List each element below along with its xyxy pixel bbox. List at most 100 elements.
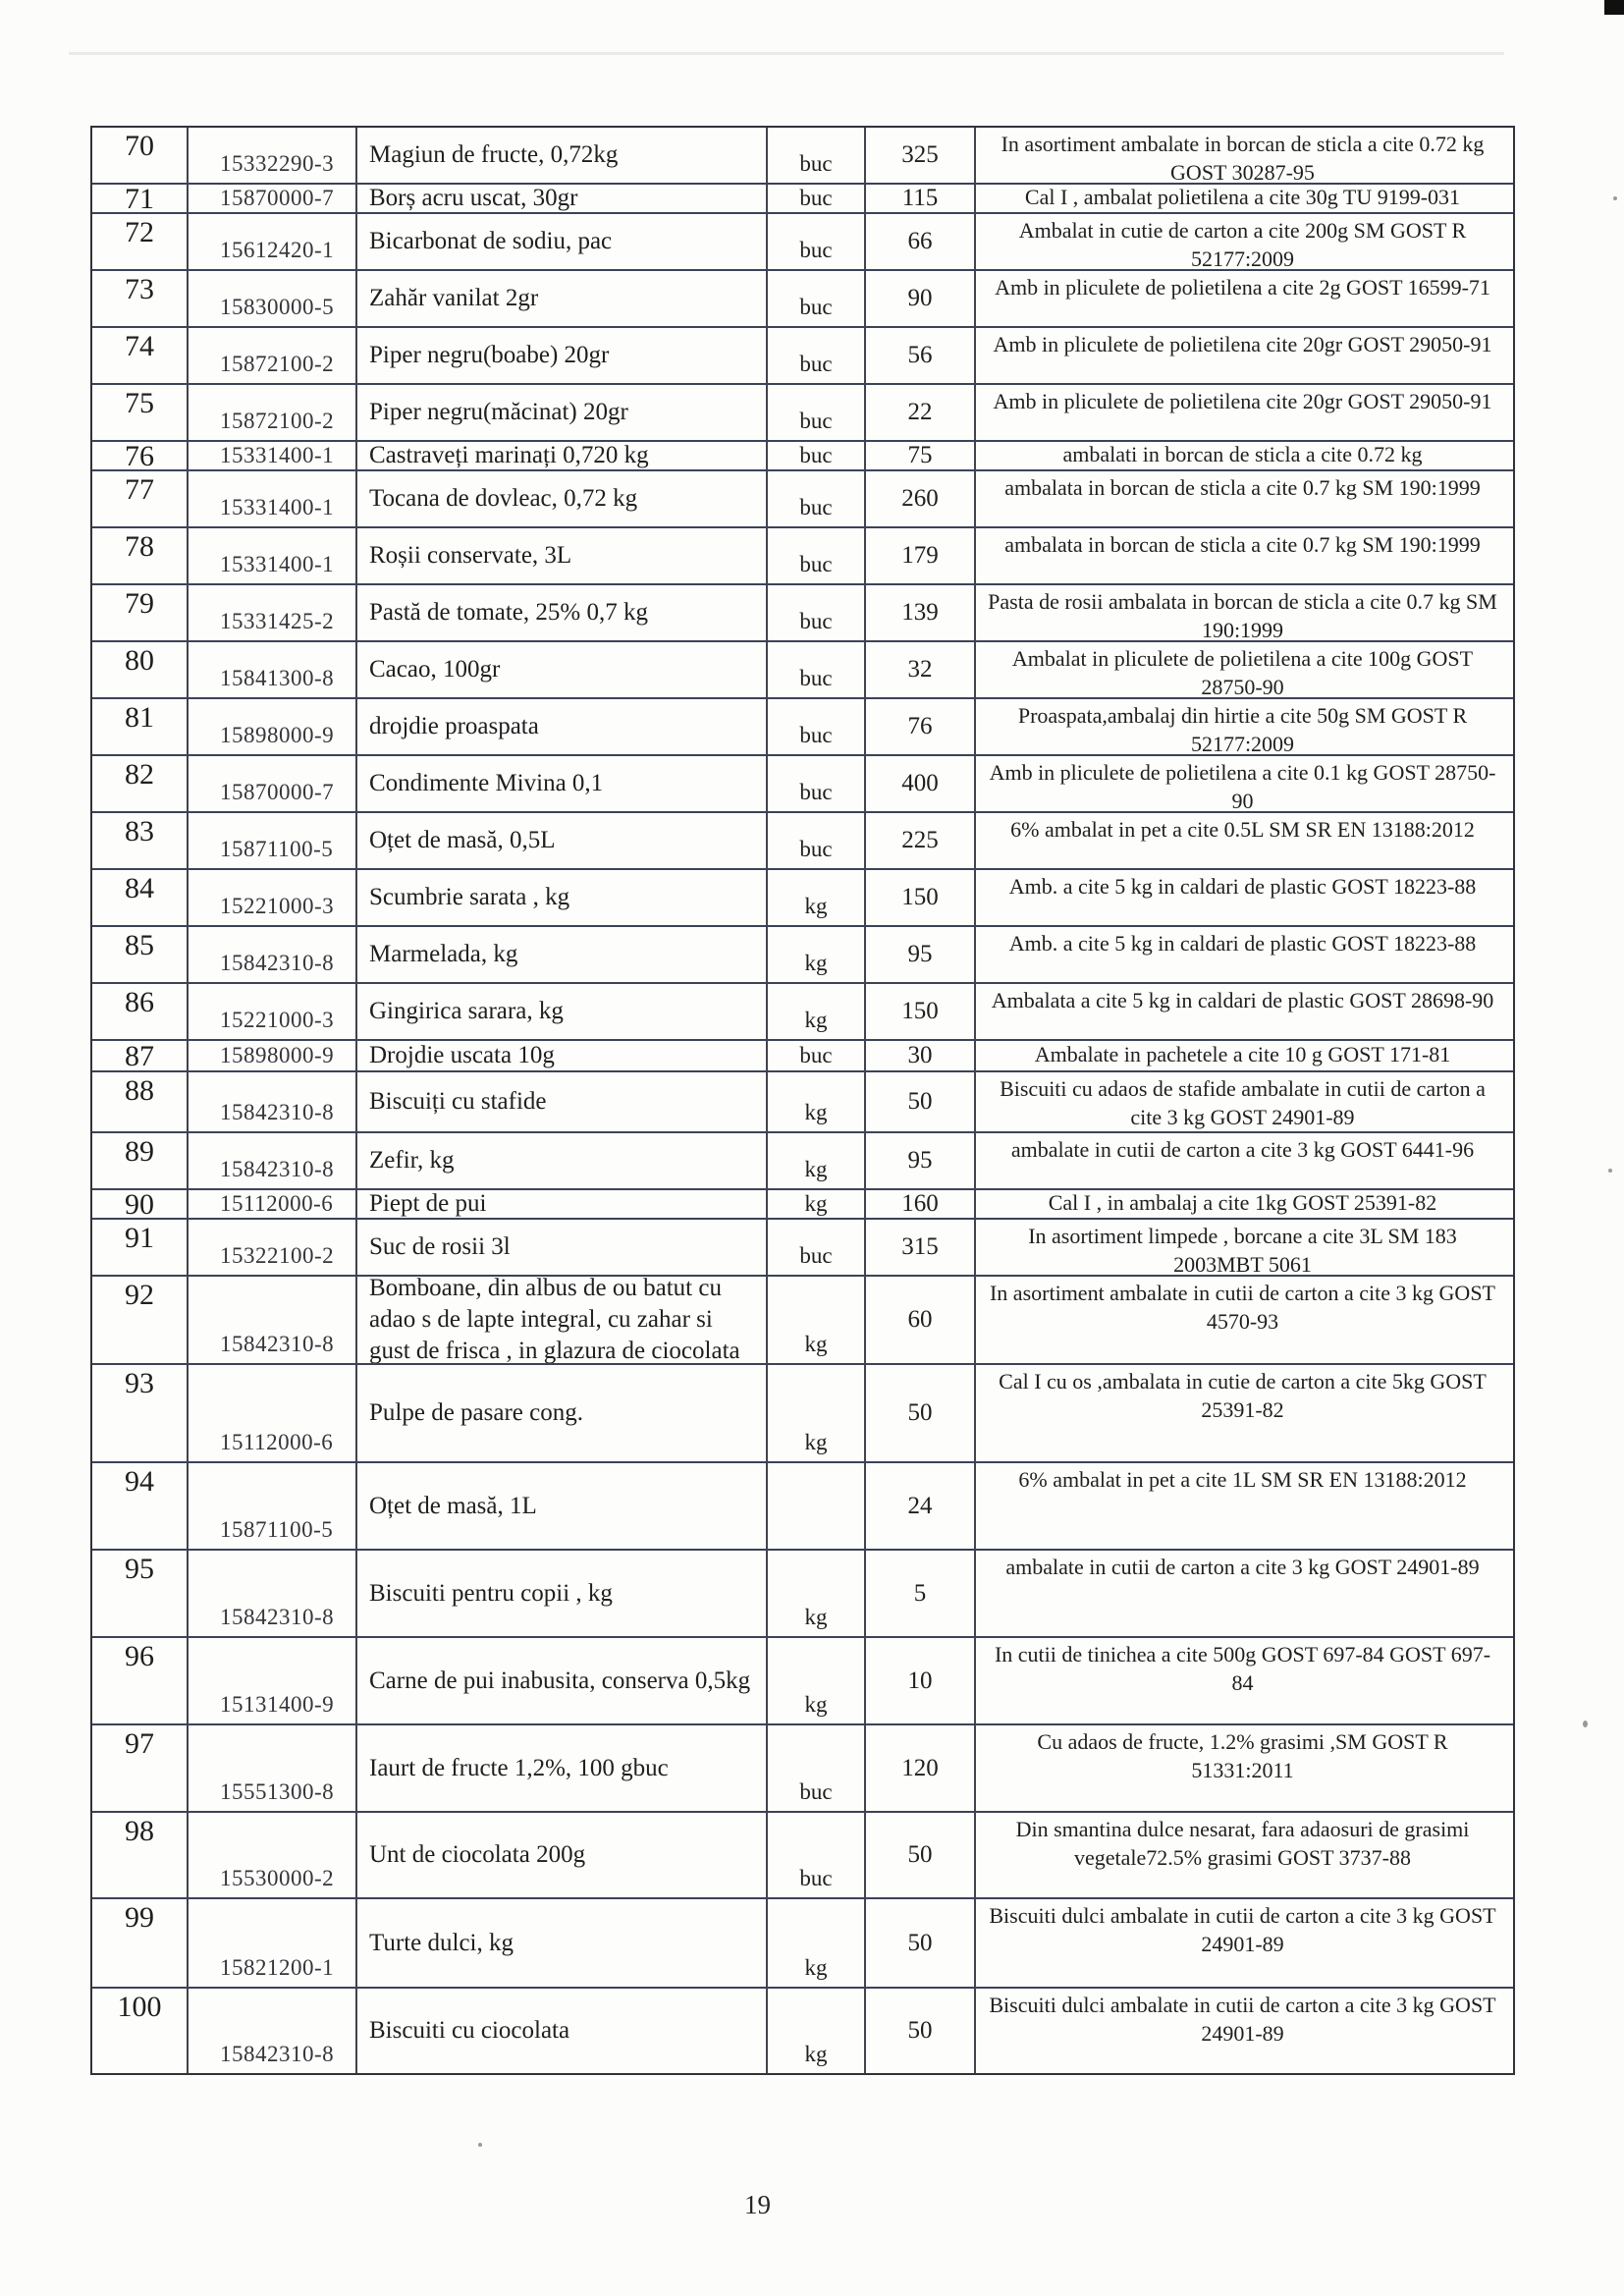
unit-of-measure: kg — [804, 1191, 828, 1216]
row-number: 80 — [125, 644, 154, 677]
row-number: 74 — [125, 330, 154, 362]
product-code: 15870000-7 — [220, 186, 335, 210]
packaging-description: Ambalat in cutie de carton a cite 200g S… — [1018, 218, 1467, 269]
table-row: 71 15870000-7 Borș acru uscat, 30gr buc 115 C… — [92, 185, 1513, 214]
product-code: 15842310-8 — [220, 951, 335, 975]
unit-of-measure: kg — [804, 894, 828, 918]
packaging-description: Amb. a cite 5 kg in caldari de plastic G… — [1008, 931, 1477, 956]
quantity-value: 95 — [907, 941, 933, 967]
product-code: 15322100-2 — [220, 1243, 335, 1268]
product-code: 15842310-8 — [220, 1605, 335, 1629]
row-number: 76 — [125, 442, 154, 469]
product-code: 15331425-2 — [220, 609, 335, 633]
packaging-description: Ambalat in pliculete de polietilena a ci… — [1011, 646, 1474, 697]
table-row: 70 15332290-3 Magiun de fructe, 0,72kg buc 3… — [92, 128, 1513, 185]
product-name: Oțet de masă, 1L — [369, 1492, 537, 1519]
row-number: 77 — [125, 473, 154, 506]
product-code: 15841300-8 — [220, 666, 335, 690]
unit-of-measure: buc — [799, 666, 833, 690]
row-number: 99 — [125, 1901, 154, 1934]
product-name: Castraveți marinați 0,720 kg — [369, 442, 649, 468]
packaging-description: In asortiment limpede , borcane a cite 3… — [1028, 1224, 1457, 1275]
product-name: drojdie proaspata — [369, 713, 539, 739]
quantity-value: 325 — [901, 141, 939, 168]
quantity-value: 50 — [907, 1841, 933, 1868]
product-code: 15872100-2 — [220, 409, 335, 433]
table-row: 87 15898000-9 Drojdie uscata 10g buc 30 Ambal… — [92, 1041, 1513, 1072]
packaging-description: ambalata in borcan de sticla a cite 0.7 … — [1004, 532, 1481, 557]
product-code: 15871100-5 — [220, 837, 334, 861]
scan-corner-artifact — [1604, 0, 1624, 15]
row-number: 78 — [125, 530, 154, 563]
quantity-value: 56 — [907, 342, 933, 368]
row-number: 82 — [125, 758, 154, 791]
quantity-value: 50 — [907, 1399, 933, 1426]
product-name: Drojdie uscata 10g — [369, 1042, 555, 1068]
scan-speck — [1608, 1169, 1612, 1173]
quantity-value: 66 — [907, 228, 933, 254]
table-row: 79 15331425-2 Pastă de tomate, 25% 0,7 kg b… — [92, 585, 1513, 642]
table-row: 95 15842310-8 Biscuiti pentru copii , kg kg… — [92, 1551, 1513, 1638]
product-code: 15898000-9 — [220, 723, 335, 747]
unit-of-measure: kg — [804, 1100, 828, 1124]
quantity-value: 315 — [901, 1233, 939, 1260]
unit-of-measure: buc — [799, 443, 833, 467]
table-row: 75 15872100-2 Piper negru(măcinat) 20gr buc… — [92, 385, 1513, 442]
table-row: 94 15871100-5 Oțet de masă, 1L 24 6% ambalat… — [92, 1463, 1513, 1551]
quantity-value: 150 — [901, 884, 939, 910]
unit-of-measure: buc — [799, 552, 833, 576]
quantity-value: 260 — [901, 485, 939, 512]
quantity-value: 50 — [907, 1088, 933, 1115]
packaging-description: Amb. a cite 5 kg in caldari de plastic G… — [1008, 874, 1477, 899]
product-name: Pastă de tomate, 25% 0,7 kg — [369, 599, 648, 626]
packaging-description: Din smantina dulce nesarat, fara adaosur… — [1015, 1817, 1470, 1871]
product-name: Piper negru(boabe) 20gr — [369, 342, 610, 368]
quantity-value: 32 — [907, 656, 933, 683]
page-number: 19 — [744, 2190, 771, 2219]
product-code: 15331400-1 — [220, 443, 335, 467]
product-code: 15551300-8 — [220, 1779, 335, 1804]
row-number: 91 — [125, 1222, 154, 1254]
row-number: 86 — [125, 986, 154, 1018]
row-number: 89 — [125, 1135, 154, 1168]
row-number: 90 — [125, 1190, 154, 1218]
row-number: 79 — [125, 587, 154, 620]
product-code: 15872100-2 — [220, 352, 335, 376]
product-name: Zahăr vanilat 2gr — [369, 285, 539, 311]
table-row: 88 15842310-8 Biscuiți cu stafide kg 50 Biscu… — [92, 1072, 1513, 1133]
scan-speck — [478, 2143, 482, 2147]
unit-of-measure: buc — [799, 495, 833, 519]
product-name: Gingirica sarara, kg — [369, 998, 564, 1024]
table-row: 80 15841300-8 Cacao, 100gr buc 32 Ambalat in … — [92, 642, 1513, 699]
row-number: 71 — [125, 185, 154, 212]
row-number: 85 — [125, 929, 154, 961]
row-number: 83 — [125, 815, 154, 847]
packaging-description: Ambalata a cite 5 kg in caldari de plast… — [991, 988, 1494, 1012]
row-number: 94 — [125, 1465, 154, 1498]
unit-of-measure: kg — [804, 1008, 828, 1032]
product-code: 15131400-9 — [220, 1692, 335, 1717]
product-name: Borș acru uscat, 30gr — [369, 185, 578, 211]
row-number: 84 — [125, 872, 154, 904]
unit-of-measure: kg — [804, 1692, 828, 1717]
quantity-value: 5 — [913, 1579, 927, 1607]
product-code: 15898000-9 — [220, 1043, 335, 1067]
table-row: 85 15842310-8 Marmelada, kg kg 95 Amb. a cite… — [92, 927, 1513, 984]
quantity-value: 150 — [901, 998, 939, 1024]
row-number: 95 — [125, 1553, 154, 1585]
product-name: Unt de ciocolata 200g — [369, 1841, 586, 1868]
packaging-description: Proaspata,ambalaj din hirtie a cite 50g … — [1017, 703, 1468, 754]
product-name: Roșii conservate, 3L — [369, 542, 572, 569]
packaging-description: Cal I , in ambalaj a cite 1kg GOST 25391… — [1048, 1190, 1437, 1216]
packaging-description: ambalate in cutii de carton a cite 3 kg … — [1005, 1555, 1480, 1579]
row-number: 100 — [117, 1991, 162, 2023]
unit-of-measure: buc — [799, 238, 833, 262]
product-name: Bicarbonat de sodiu, pac — [369, 228, 613, 254]
row-number: 72 — [125, 216, 154, 248]
product-code: 15331400-1 — [220, 552, 335, 576]
product-code: 15842310-8 — [220, 1332, 335, 1356]
table-row: 82 15870000-7 Condimente Mivina 0,1 buc 400 A… — [92, 756, 1513, 813]
unit-of-measure: buc — [799, 609, 833, 633]
product-code: 15842310-8 — [220, 1100, 335, 1124]
